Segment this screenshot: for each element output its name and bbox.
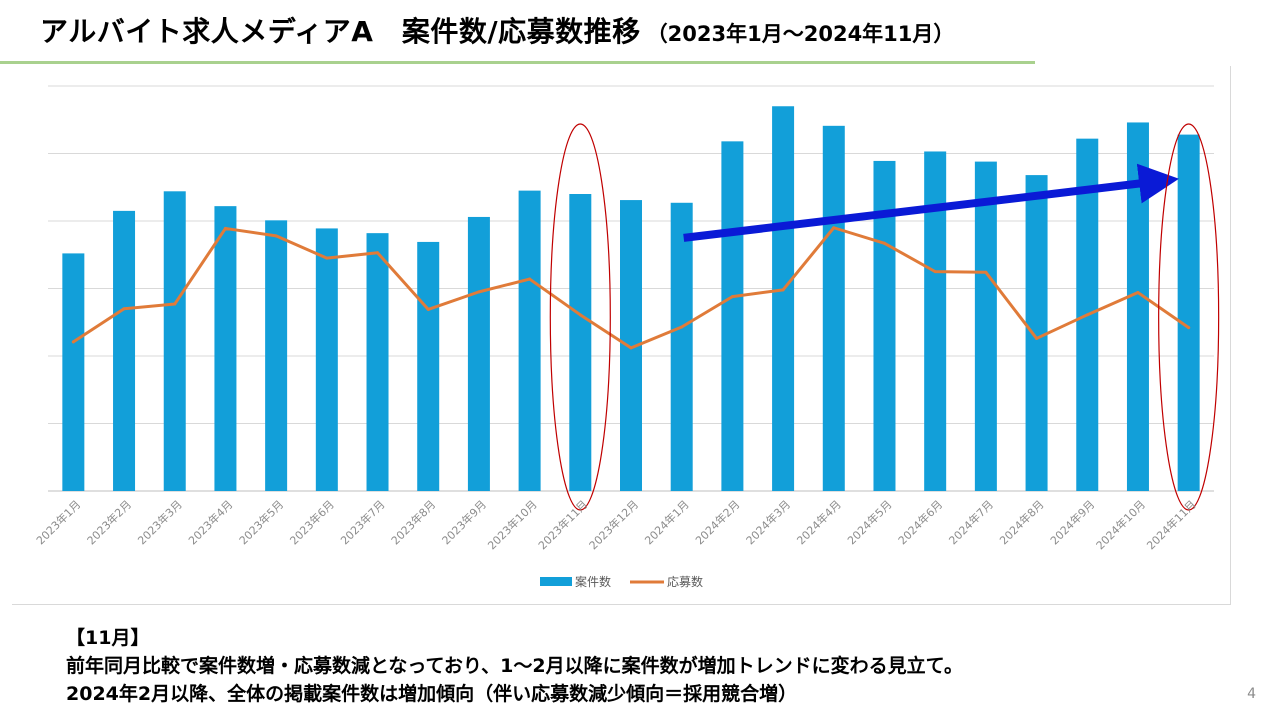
point-2024年7月 [984,270,988,274]
combo-chart: 2023年1月 2023年2月 2023年3月 2023年4月 2023年5月 2023年… [33,85,1220,589]
bar-2023年6月 [315,228,338,492]
x-tick-label: 2024年4月 [794,497,844,547]
point-2024年5月 [882,241,886,245]
x-tick-label: 2023年11月 [535,497,590,552]
x-tick-label: 2024年1月 [642,497,692,547]
x-tick-label: 2023年10月 [485,497,540,552]
x-tick-label: 2024年11月 [1144,497,1199,552]
highlight-ellipse-2023年11月 [549,123,611,511]
point-2024年3月 [781,288,785,292]
x-tick-label: 2023年3月 [135,497,185,547]
slide-title-period: （2023年1月～2024年11月） [646,22,955,46]
x-tick-label: 2023年7月 [337,497,387,547]
bar-2023年4月 [214,206,237,491]
x-tick-label: 2023年12月 [586,497,641,552]
bar-2024年11月 [1177,134,1200,491]
x-tick-label: 2024年3月 [743,497,793,547]
x-tick-label: 2023年2月 [84,497,134,547]
point-2024年11月 [1187,326,1191,330]
point-2024年8月 [1035,336,1039,340]
point-2024年6月 [933,270,937,274]
bar-2023年7月 [366,233,389,491]
slide-title-main: アルバイト求人メディアA 案件数/応募数推移 [40,15,641,48]
bar-2024年7月 [974,161,997,491]
commentary-line-1: 前年同月比較で案件数増・応募数減となっており、1～2月以降に案件数が増加トレンド… [66,655,964,677]
point-2023年12月 [629,346,633,350]
line-series-応募数 [71,226,1191,350]
point-2023年3月 [173,302,177,306]
point-2023年8月 [426,307,430,311]
point-2024年1月 [680,325,684,329]
x-tick-label: 2023年5月 [236,497,286,547]
bar-2024年4月 [822,125,845,491]
point-2023年7月 [376,251,380,255]
x-tick-label: 2024年9月 [1047,497,1097,547]
point-2023年5月 [274,234,278,238]
point-2023年10月 [528,277,532,281]
point-2023年1月 [71,340,75,344]
bar-2023年10月 [518,190,541,491]
x-tick-label: 2024年6月 [895,497,945,547]
point-2024年2月 [730,295,734,299]
bar-2024年3月 [772,106,795,491]
chart-container: 2023年1月 2023年2月 2023年3月 2023年4月 2023年5月 2023年… [12,66,1231,605]
commentary-heading: 【11月】 [66,627,150,649]
bar-2024年6月 [924,151,947,491]
legend-swatch-案件数 [540,577,572,586]
bar-2023年5月 [265,220,288,491]
x-axis-labels: 2023年1月 2023年2月 2023年3月 2023年4月 2023年5月 2023年… [33,497,1199,552]
bar-2023年3月 [163,191,186,492]
bar-2024年10月 [1126,122,1149,491]
x-tick-label: 2024年5月 [844,497,894,547]
legend-label-案件数: 案件数 [575,574,611,589]
bar-2023年1月 [62,253,85,491]
point-2023年9月 [477,290,481,294]
highlight-ellipse-2024年11月 [1158,123,1220,511]
x-tick-label: 2024年10月 [1093,497,1148,552]
trend-arrow [683,163,1179,242]
point-2024年4月 [832,226,836,230]
bar-2023年12月 [620,200,642,491]
x-tick-label: 2023年1月 [33,497,83,547]
x-tick-label: 2024年8月 [996,497,1046,547]
x-tick-label: 2023年6月 [287,497,337,547]
point-2023年6月 [325,256,329,260]
point-2023年2月 [122,307,126,311]
point-2024年9月 [1085,313,1089,317]
point-2023年4月 [223,226,227,230]
point-2024年10月 [1136,291,1140,295]
page-number: 4 [1247,686,1256,702]
bar-2024年1月 [670,202,693,491]
bar-2024年5月 [873,160,896,492]
bar-series-案件数 [62,106,1200,492]
x-tick-label: 2023年8月 [388,497,438,547]
bar-2024年8月 [1025,175,1048,491]
commentary-line-2: 2024年2月以降、全体の掲載案件数は増加傾向（伴い応募数減少傾向＝採用競合増） [66,683,798,705]
bar-2024年2月 [721,141,744,491]
bar-2023年9月 [467,216,490,491]
x-tick-label: 2024年2月 [692,497,742,547]
x-tick-label: 2024年7月 [946,497,996,547]
legend-label-応募数: 応募数 [667,574,703,589]
slide-title: アルバイト求人メディアA 案件数/応募数推移 （2023年1月～2024年11月） [40,10,1240,54]
legend: 案件数 応募数 [540,574,703,589]
annotations [549,123,1220,511]
x-tick-label: 2023年9月 [439,497,489,547]
x-tick-label: 2023年4月 [185,497,235,547]
bar-2023年8月 [417,241,440,491]
commentary-block: 【11月】 前年同月比較で案件数増・応募数減となっており、1～2月以降に案件数が… [66,624,1246,708]
bar-2023年2月 [113,210,136,491]
bar-2023年11月 [569,194,592,491]
point-2023年11月 [578,313,582,317]
title-underline [0,61,1035,64]
